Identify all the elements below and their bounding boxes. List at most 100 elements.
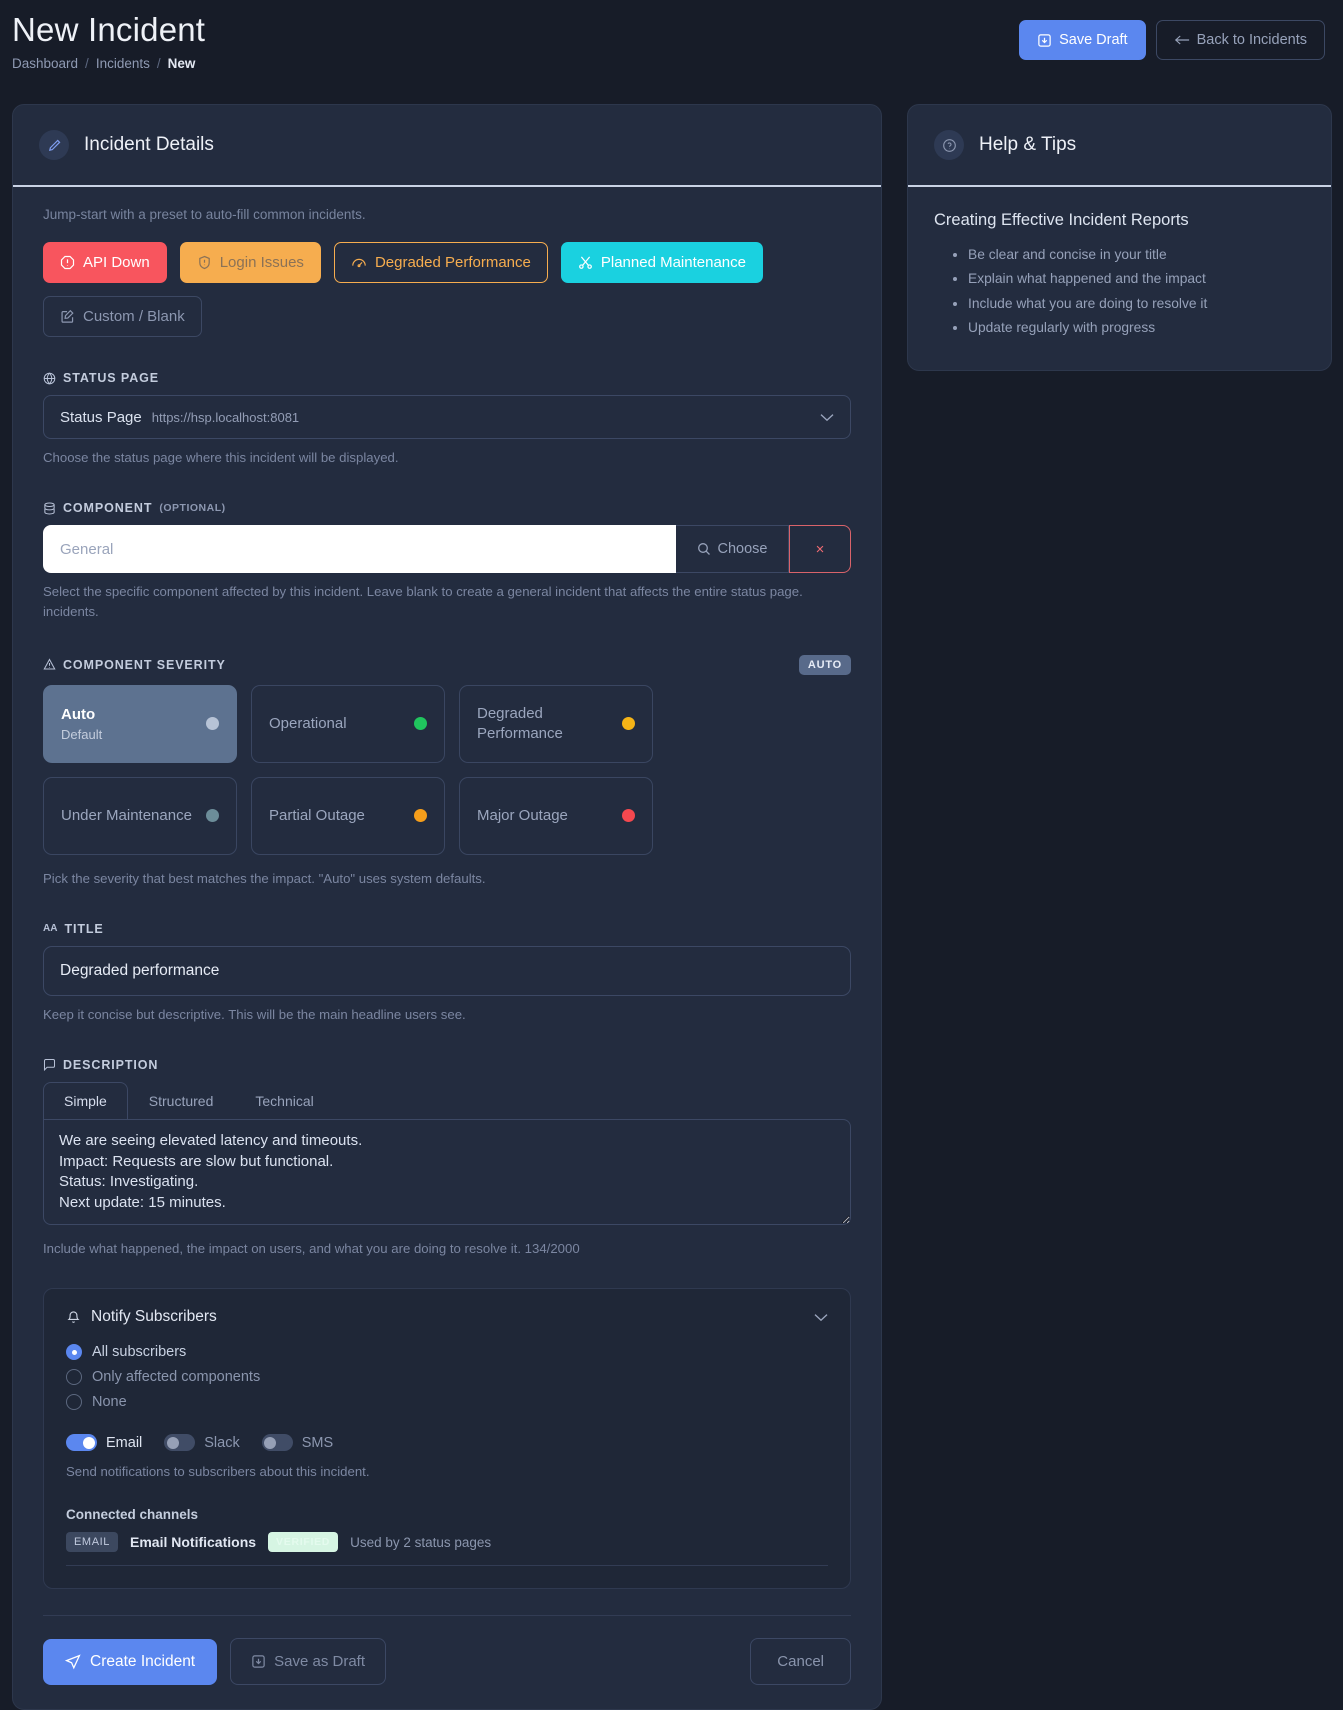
shield-alert-icon: [197, 255, 212, 270]
notify-channel-toggles: Email Slack SMS: [66, 1434, 828, 1452]
save-draft-label: Save Draft: [1059, 32, 1128, 48]
status-page-help: Choose the status page where this incide…: [43, 450, 399, 466]
globe-icon: [43, 372, 56, 385]
notify-radio-none[interactable]: None: [66, 1394, 828, 1411]
preset-custom-blank[interactable]: Custom / Blank: [43, 296, 202, 338]
severity-help: Pick the severity that best matches the …: [43, 870, 486, 886]
warning-triangle-icon: [43, 658, 56, 671]
search-icon: [697, 542, 711, 556]
severity-option-operational[interactable]: Operational: [251, 684, 445, 763]
breadcrumb-item-dashboard[interactable]: Dashboard: [12, 56, 79, 71]
toggle-email[interactable]: Email: [66, 1434, 143, 1452]
breadcrumb-item-new: New: [167, 56, 196, 71]
component-label: COMPONENT (OPTIONAL): [43, 501, 851, 515]
description-label: DESCRIPTION: [43, 1058, 851, 1072]
side-column: Help & Tips Creating Effective Incident …: [907, 104, 1332, 371]
save-as-draft-button[interactable]: Save as Draft: [230, 1638, 386, 1686]
notify-radio-all-subscribers[interactable]: All subscribers: [66, 1344, 828, 1361]
component-choose-button[interactable]: Choose: [676, 525, 789, 574]
severity-option-name: Under Maintenance: [61, 806, 192, 824]
notify-radio-only-affected-components[interactable]: Only affected components: [66, 1369, 828, 1386]
tab-structured[interactable]: Structured: [148, 1092, 214, 1109]
preset-login-issues-label: Login Issues: [219, 254, 304, 272]
form-footer: Create Incident Save as Draft Cancel: [43, 1615, 851, 1686]
severity-option-name: Operational: [269, 714, 347, 732]
list-item: Be clear and concise in your title: [968, 244, 1305, 265]
comment-icon: [43, 1058, 56, 1072]
switch-icon: [261, 1434, 293, 1452]
breadcrumb-separator: /: [85, 56, 89, 71]
preset-api-down[interactable]: API Down: [43, 242, 167, 284]
severity-option-degraded-performance[interactable]: Degraded Performance: [459, 684, 653, 763]
component-label-optional: (OPTIONAL): [159, 502, 226, 515]
preset-planned-maintenance-label: Planned Maintenance: [600, 254, 746, 272]
preset-custom-blank-label: Custom / Blank: [83, 308, 185, 326]
status-page-selected-url: https://hsp.localhost:8081: [151, 409, 300, 425]
connected-channels-title: Connected channels: [66, 1507, 199, 1523]
preset-planned-maintenance[interactable]: Planned Maintenance: [560, 242, 763, 284]
help-tips-list: Be clear and concise in your title Expla…: [934, 244, 1305, 339]
cancel-button[interactable]: Cancel: [750, 1638, 851, 1686]
switch-icon: [164, 1434, 196, 1452]
description-textarea[interactable]: We are seeing elevated latency and timeo…: [43, 1118, 851, 1225]
incident-details-card: Incident Details Jump-start with a prese…: [12, 104, 882, 1710]
toggle-email-label: Email: [106, 1434, 143, 1451]
back-to-incidents-button[interactable]: Back to Incidents: [1155, 20, 1325, 60]
severity-option-name: Partial Outage: [269, 806, 365, 824]
tab-simple[interactable]: Simple: [43, 1081, 128, 1120]
severity-option-name: Auto: [61, 706, 96, 724]
presets-hint: Jump-start with a preset to auto-fill co…: [43, 207, 366, 222]
severity-option-auto[interactable]: Auto Default: [43, 684, 237, 763]
list-item: Include what you are doing to resolve it: [968, 293, 1305, 314]
notify-radio-label: Only affected components: [92, 1369, 261, 1386]
download-box-icon: [1037, 33, 1052, 48]
content-area: Incident Details Jump-start with a prese…: [12, 104, 1332, 1710]
question-circle-icon: [934, 130, 964, 160]
title-field: Aa TITLE Keep it concise but descriptive…: [43, 922, 851, 1024]
status-page-label: STATUS PAGE: [43, 371, 851, 385]
create-incident-button[interactable]: Create Incident: [43, 1638, 218, 1685]
severity-options: Auto Default Operational Degraded Per: [43, 684, 851, 855]
incident-details-header: Incident Details: [13, 105, 881, 187]
severity-label: COMPONENT SEVERITY: [43, 658, 226, 672]
description-tabs: Simple Structured Technical: [43, 1081, 851, 1120]
status-page-select[interactable]: Status Page https://hsp.localhost:8081: [43, 395, 851, 440]
component-choose-label: Choose: [717, 541, 768, 558]
alert-octagon-icon: [60, 255, 75, 270]
severity-option-under-maintenance[interactable]: Under Maintenance: [43, 776, 237, 855]
component-clear-button[interactable]: ×: [789, 525, 851, 574]
status-page-field: STATUS PAGE Status Page https://hsp.loca…: [43, 371, 851, 467]
preset-login-issues[interactable]: Login Issues: [179, 242, 321, 284]
component-input[interactable]: [43, 525, 676, 574]
toggle-slack-label: Slack: [204, 1434, 240, 1451]
severity-dot: [206, 809, 219, 823]
severity-dot: [206, 717, 219, 731]
create-incident-label: Create Incident: [90, 1652, 196, 1670]
chevron-down-icon[interactable]: [814, 1313, 828, 1322]
gauge-icon: [351, 255, 367, 270]
channel-verified-badge: VERIFIED: [268, 1532, 339, 1553]
toggle-sms[interactable]: SMS: [261, 1434, 333, 1452]
tab-technical[interactable]: Technical: [255, 1092, 314, 1109]
severity-option-name: Major Outage: [477, 806, 568, 824]
title-label: Aa TITLE: [43, 922, 851, 936]
title-block: New Incident Dashboard / Incidents / New: [12, 6, 205, 71]
notify-subscribers-header[interactable]: Notify Subscribers: [66, 1308, 828, 1326]
preset-degraded-performance-label: Degraded Performance: [374, 254, 531, 272]
title-label-text: TITLE: [64, 921, 104, 936]
severity-option-sub: Default: [61, 726, 103, 742]
save-draft-button[interactable]: Save Draft: [1019, 20, 1146, 60]
preset-degraded-performance[interactable]: Degraded Performance: [333, 242, 548, 284]
title-help: Keep it concise but descriptive. This wi…: [43, 1006, 466, 1022]
toggle-slack[interactable]: Slack: [164, 1434, 240, 1452]
breadcrumb-item-incidents[interactable]: Incidents: [95, 56, 150, 71]
breadcrumb-separator: /: [156, 56, 161, 71]
severity-label-text: COMPONENT SEVERITY: [63, 657, 226, 672]
title-input[interactable]: [43, 945, 851, 996]
channel-name: Email Notifications: [130, 1534, 257, 1551]
main-column: Incident Details Jump-start with a prese…: [12, 104, 882, 1710]
tools-icon: [578, 255, 593, 270]
severity-option-major-outage[interactable]: Major Outage: [459, 776, 653, 855]
radio-icon: [66, 1344, 82, 1361]
severity-option-partial-outage[interactable]: Partial Outage: [251, 776, 445, 855]
